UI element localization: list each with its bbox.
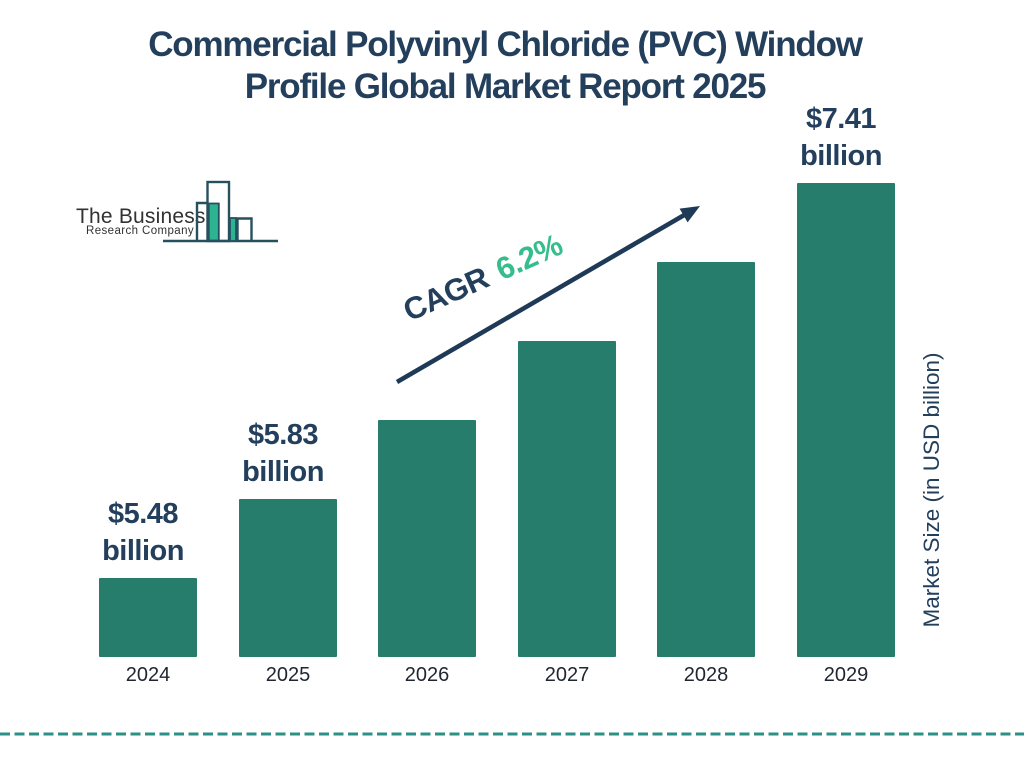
logo-company-name: The Business [76,205,206,228]
bar-2029 [797,183,895,657]
bar-2027 [518,341,616,657]
page-title-line2: Profile Global Market Report 2025 [244,67,767,106]
bar-2028 [657,262,755,657]
cagr-annotation: CAGR6.2% [398,226,569,330]
x-tick-label-2024: 2024 [125,664,171,686]
company-logo-bars-icon [163,180,278,243]
bar-value-label-2024: $5.48 billion [102,498,184,567]
x-tick-label-2025: 2025 [265,664,311,686]
page-title-line1: Commercial Polyvinyl Chloride (PVC) Wind… [148,25,863,64]
cagr-label: CAGR [397,259,494,329]
logo-company-subname: Research Company [86,225,195,237]
bottom-dashed-divider [0,732,1024,736]
bar-2024 [99,578,197,657]
bar-value-label-2029: $7.41 billion [800,103,882,172]
y-axis-label: Market Size (in USD billion) [919,352,944,628]
x-tick-label-2026: 2026 [404,664,450,686]
bar-value-label-2025: $5.83 billion [242,419,324,488]
bar-2026 [378,420,476,657]
page-title: Commercial Polyvinyl Chloride (PVC) Wind… [0,24,1017,108]
x-tick-label-2028: 2028 [683,664,729,686]
cagr-value: 6.2% [490,227,568,287]
x-tick-label-2029: 2029 [823,664,869,686]
x-tick-label-2027: 2027 [544,664,590,686]
bar-2025 [239,499,337,657]
